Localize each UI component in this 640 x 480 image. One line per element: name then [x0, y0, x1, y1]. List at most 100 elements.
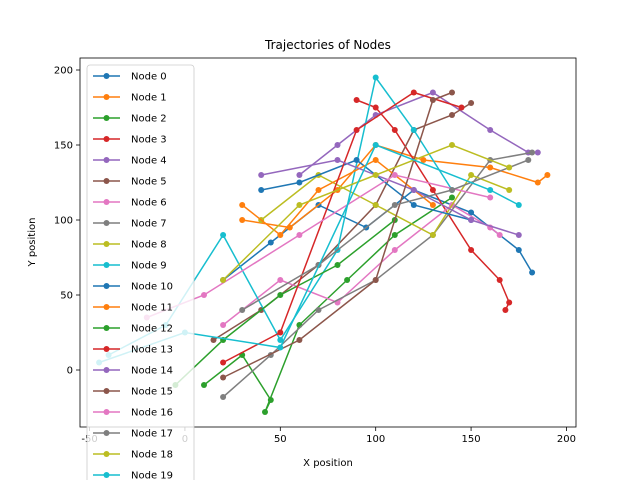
data-point — [449, 112, 455, 118]
legend-swatch-marker — [103, 409, 110, 415]
legend-label: Node 16 — [131, 408, 173, 419]
data-point — [515, 202, 522, 208]
legend-box — [86, 64, 195, 480]
legend-swatch-marker — [103, 73, 110, 79]
data-point — [262, 409, 268, 415]
data-point — [515, 232, 522, 238]
legend-label: Node 6 — [131, 198, 167, 209]
data-point — [277, 329, 284, 336]
y-tick-label: 100 — [54, 216, 73, 227]
data-point — [529, 269, 536, 276]
legend-swatch-marker — [103, 472, 110, 478]
series-13 — [220, 89, 465, 366]
data-point — [410, 202, 417, 208]
data-point — [239, 307, 246, 313]
series-18 — [220, 142, 513, 283]
x-tick-label: 200 — [557, 434, 576, 445]
legend-swatch-marker — [103, 325, 110, 331]
data-point — [277, 337, 284, 343]
data-point — [372, 74, 379, 81]
data-point — [544, 172, 551, 178]
data-point — [487, 127, 494, 133]
data-point — [534, 149, 541, 156]
x-tick-label: 100 — [366, 434, 385, 445]
legend-swatch-marker — [103, 115, 110, 121]
legend-swatch-marker — [103, 367, 110, 373]
series-line-3 — [356, 99, 511, 311]
y-tick-label: 150 — [54, 141, 73, 152]
legend-label: Node 19 — [131, 471, 173, 480]
legend-swatch-marker — [103, 430, 110, 436]
data-point — [391, 202, 398, 208]
legend-swatch-marker — [103, 178, 110, 184]
legend-label: Node 1 — [131, 93, 167, 104]
data-point — [410, 187, 417, 193]
data-point — [468, 100, 475, 106]
series-line-16 — [146, 174, 491, 319]
data-point — [468, 209, 475, 216]
data-point — [220, 374, 227, 381]
legend-label: Node 7 — [131, 219, 167, 230]
data-point — [220, 277, 227, 283]
data-point — [391, 247, 398, 253]
legend-swatch-marker — [103, 388, 110, 394]
data-point — [429, 232, 436, 238]
legend-swatch-marker — [103, 304, 110, 310]
data-point — [372, 104, 379, 111]
legend-label: Node 10 — [131, 282, 173, 293]
series-17 — [239, 157, 532, 313]
data-point — [220, 232, 227, 238]
legend-swatch-marker — [103, 451, 110, 457]
data-point — [201, 382, 207, 388]
data-point — [239, 202, 246, 208]
data-point — [277, 292, 284, 298]
data-point — [277, 277, 284, 283]
data-point — [515, 247, 522, 253]
data-point — [220, 394, 227, 400]
data-point — [372, 202, 379, 208]
y-tick-label: 200 — [54, 66, 73, 77]
plot-frame — [79, 57, 577, 428]
x-tick-label: 150 — [462, 434, 481, 445]
data-point — [344, 277, 351, 283]
data-point — [267, 397, 274, 403]
data-point — [429, 97, 436, 103]
data-point — [315, 187, 322, 193]
data-point — [334, 142, 341, 148]
legend-swatch-marker — [103, 136, 110, 142]
legend-swatch-marker — [103, 157, 110, 163]
data-point — [353, 127, 360, 133]
legend-label: Node 2 — [131, 114, 167, 125]
data-point — [391, 232, 398, 238]
legend-label: Node 0 — [131, 72, 167, 83]
data-point — [410, 89, 417, 96]
legend: Node 0 Node 1 Node 2 Node 3 Node 4 Node 5 Node… — [86, 64, 195, 480]
legend-label: Node 3 — [131, 135, 167, 146]
legend-label: Node 13 — [131, 345, 173, 356]
legend-swatch-marker — [103, 94, 110, 100]
data-point — [468, 172, 475, 178]
data-point — [429, 187, 436, 193]
legend-label: Node 12 — [131, 324, 173, 335]
legend-label: Node 8 — [131, 240, 167, 251]
data-point — [449, 89, 455, 96]
data-point — [391, 172, 398, 178]
legend-label: Node 14 — [131, 366, 173, 377]
data-point — [487, 164, 494, 171]
data-point — [201, 292, 207, 298]
data-point — [372, 157, 379, 163]
data-point — [420, 157, 427, 163]
legend-label: Node 4 — [131, 156, 167, 167]
data-point — [334, 262, 341, 268]
y-axis-label: Y position — [27, 218, 38, 268]
data-point — [296, 202, 303, 208]
legend-swatch-marker — [103, 283, 110, 289]
data-point — [506, 187, 513, 193]
data-point — [353, 157, 360, 163]
data-point — [372, 277, 379, 283]
data-point — [277, 232, 284, 238]
legend-swatch-marker — [103, 262, 110, 268]
data-point — [496, 277, 503, 283]
legend-swatch-marker — [103, 199, 110, 205]
